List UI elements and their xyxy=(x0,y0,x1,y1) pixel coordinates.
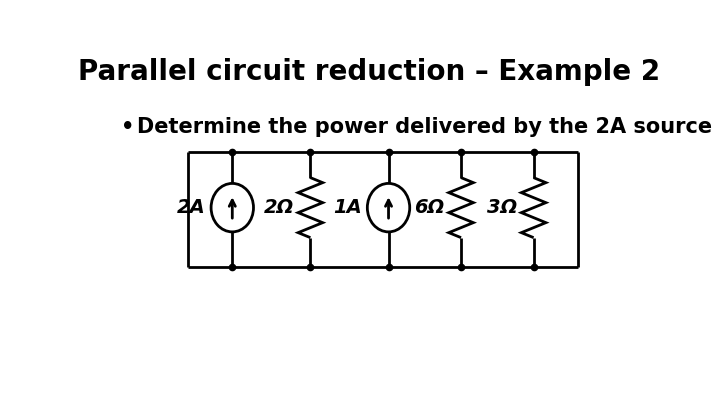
Text: Parallel circuit reduction – Example 2: Parallel circuit reduction – Example 2 xyxy=(78,58,660,86)
Text: •: • xyxy=(121,117,134,137)
Text: 2Ω: 2Ω xyxy=(264,198,294,217)
Text: 1A: 1A xyxy=(333,198,361,217)
Text: Determine the power delivered by the 2A source: Determine the power delivered by the 2A … xyxy=(138,117,713,137)
Text: 6Ω: 6Ω xyxy=(414,198,444,217)
Text: 2A: 2A xyxy=(176,198,205,217)
Text: 3Ω: 3Ω xyxy=(487,198,517,217)
